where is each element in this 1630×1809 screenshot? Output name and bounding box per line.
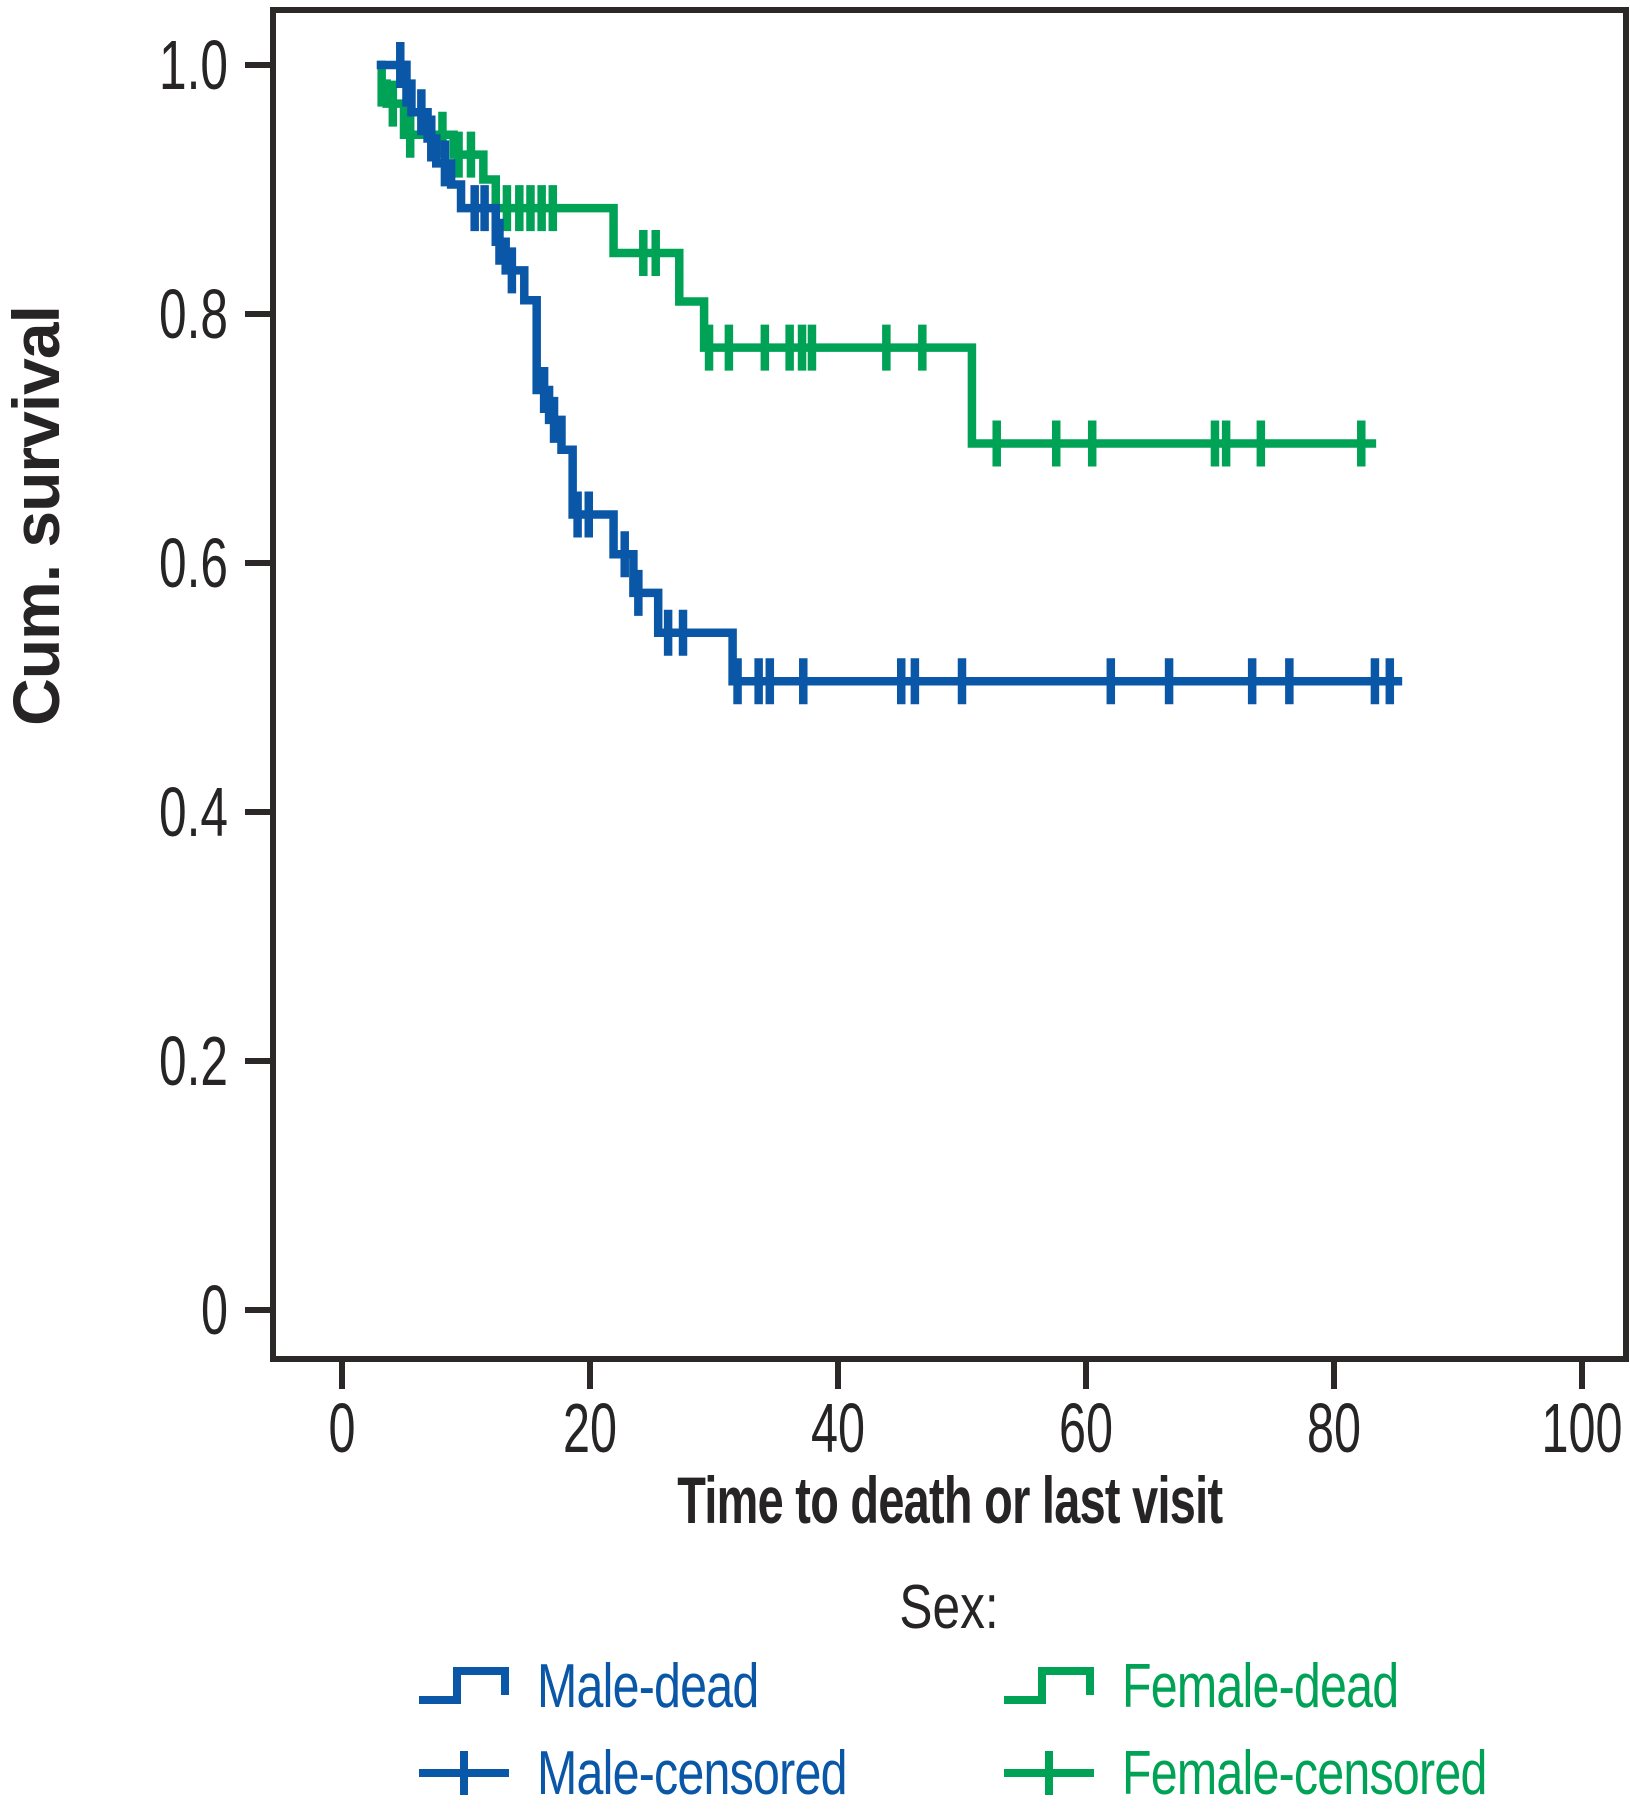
y-axis-tick-label: 1.0 bbox=[159, 26, 228, 104]
y-axis-tick-label: 0.8 bbox=[159, 275, 228, 353]
female-censored-tick-icon bbox=[1004, 1751, 1094, 1795]
x-axis-tick-label: 100 bbox=[1542, 1389, 1623, 1467]
female-dead-step-icon bbox=[1004, 1667, 1094, 1704]
legend-title: Sex: bbox=[273, 1572, 1626, 1643]
legend-item-label: Male-dead bbox=[537, 1651, 759, 1721]
male-survival-curve bbox=[376, 60, 1403, 686]
x-axis-tick-label: 60 bbox=[1059, 1389, 1113, 1467]
legend-item-female-dead: Female-dead bbox=[1002, 1652, 1476, 1721]
legend-item-label: Male-censored bbox=[537, 1738, 848, 1808]
male-dead-step-icon bbox=[419, 1667, 509, 1704]
y-axis-title: Cum. survival bbox=[0, 306, 73, 726]
x-axis-title-text: Time to death or last visit bbox=[676, 1463, 1223, 1537]
x-axis-title: Time to death or last visit bbox=[273, 1462, 1626, 1538]
y-axis-tick-label: 0.2 bbox=[159, 1022, 228, 1100]
y-axis-tick-label: 0.4 bbox=[159, 773, 228, 851]
y-axis-tick-label: 0.6 bbox=[159, 524, 228, 602]
x-axis-tick-label: 40 bbox=[811, 1389, 865, 1467]
male-censored-tick-icon bbox=[419, 1751, 509, 1795]
legend-item-male-censored: Male-censored bbox=[417, 1739, 934, 1808]
legend-title-text: Sex: bbox=[899, 1573, 1000, 1642]
legend-item-label: Female-censored bbox=[1122, 1738, 1487, 1808]
legend-item-male-dead: Male-dead bbox=[417, 1652, 821, 1721]
x-axis-tick-label: 80 bbox=[1307, 1389, 1361, 1467]
y-axis-tick-label: 0 bbox=[201, 1271, 228, 1349]
x-axis-tick-label: 0 bbox=[329, 1389, 356, 1467]
x-axis-tick-label: 20 bbox=[563, 1389, 617, 1467]
plot-border bbox=[270, 7, 1629, 1362]
legend-item-female-censored: Female-censored bbox=[1002, 1739, 1589, 1808]
female-survival-curve bbox=[377, 79, 1377, 448]
legend-item-label: Female-dead bbox=[1122, 1651, 1399, 1721]
